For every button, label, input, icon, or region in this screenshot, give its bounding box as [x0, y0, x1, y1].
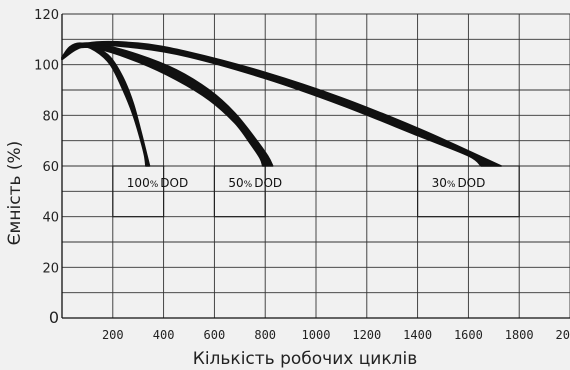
- x-tick-label: 400: [153, 328, 175, 342]
- capacity-curves: [61, 41, 503, 167]
- dod-label-box: [417, 165, 520, 218]
- axes: [61, 14, 570, 319]
- y-tick-label: 120: [34, 8, 59, 23]
- dod-series-label: 50% DOD: [228, 176, 282, 190]
- dod-series-label: 100% DOD: [127, 176, 188, 190]
- x-tick-label: 1000: [302, 328, 331, 342]
- x-tick-label: 1800: [505, 328, 534, 342]
- x-tick-label: 600: [204, 328, 226, 342]
- y-tick-label: 20: [42, 261, 59, 276]
- capacity-band-30-dod: [61, 41, 503, 167]
- dod-series-label: 30% DOD: [432, 176, 486, 190]
- x-axis-label: Кількість робочих циклів: [193, 349, 417, 369]
- x-tick-label: 200: [102, 328, 124, 342]
- dod-label-boxes: 100% DOD 50% DOD 30% DOD: [112, 165, 520, 218]
- y-tick-label: 40: [42, 211, 59, 226]
- tick-labels: 200 400 600 800 1000 1200 1400 1600 1800 2000 0 20 4…: [34, 8, 570, 342]
- y-tick-label: 80: [42, 109, 59, 124]
- dod-label-box: [112, 165, 165, 218]
- x-tick-label: 1400: [403, 328, 432, 342]
- y-axis-label: Ємність (%): [5, 141, 25, 246]
- x-tick-label: 2000: [556, 328, 570, 342]
- dod-label-box: [213, 165, 266, 218]
- capacity-band-50-dod: [61, 42, 274, 167]
- x-tick-label: 1600: [454, 328, 483, 342]
- x-tick-label: 1200: [352, 328, 381, 342]
- y-tick-label: 60: [42, 160, 59, 175]
- y-tick-label: 0: [49, 308, 59, 327]
- y-tick-label: 100: [34, 59, 59, 74]
- x-tick-label: 800: [254, 328, 276, 342]
